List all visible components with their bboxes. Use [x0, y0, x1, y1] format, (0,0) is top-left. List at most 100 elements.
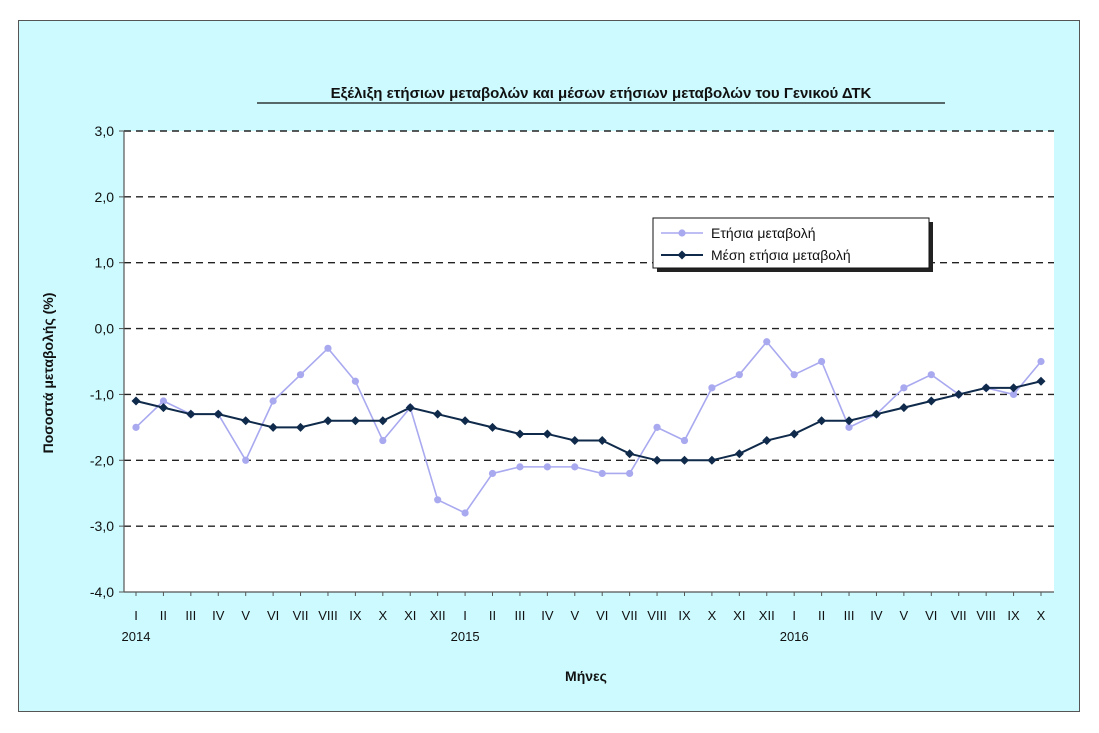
legend-items: Ετήσια μεταβολή Μέση ετήσια μεταβολή [661, 225, 851, 263]
series-1-point [818, 357, 826, 366]
series-1-point [790, 371, 798, 379]
series-1-point [132, 423, 140, 431]
year-label: 2015 [451, 629, 480, 644]
x-tick-label: VI [267, 608, 279, 623]
y-tick-label: -1,0 [90, 386, 114, 402]
series-2-point [460, 416, 470, 426]
series-2-point [213, 409, 223, 419]
x-tick-label: VII [951, 608, 967, 623]
series-1-point [653, 423, 661, 431]
series-1-point [900, 384, 908, 392]
series-2-point [734, 449, 744, 459]
x-tick-label: VII [622, 608, 638, 623]
x-tick-label: III [844, 608, 855, 623]
legend-box [652, 217, 930, 269]
series-1-point [571, 463, 579, 471]
legend-label-1: Ετήσια μεταβολή [711, 225, 815, 241]
series-2-point [597, 436, 607, 446]
series-1-point [927, 371, 935, 379]
line-chart: 3,02,01,00,0-1,0-2,0-3,0-4,0 I II III IV V VI… [40, 85, 1054, 684]
series-2-point [707, 455, 717, 465]
x-tick-label: I [463, 608, 467, 623]
x-tick-label: III [515, 608, 526, 623]
year-label: 2014 [122, 629, 151, 644]
legend-marker-2 [677, 250, 687, 260]
series-2-point [762, 436, 772, 446]
series-1-point [488, 469, 497, 478]
series-1-point [269, 397, 277, 405]
series-1-point [708, 384, 716, 392]
x-tick-label: XII [759, 608, 775, 623]
legend-label-2: Μέση ετήσια μεταβολή [711, 247, 851, 263]
series-1-point [296, 371, 305, 379]
series-2-point [954, 389, 964, 399]
series-2-point [350, 416, 360, 426]
x-tick-label: IX [1007, 608, 1020, 623]
series-1-point [1037, 357, 1045, 366]
series-layer [131, 338, 1046, 517]
series-2-point [241, 416, 251, 426]
x-tick-label: VI [596, 608, 608, 623]
x-tick-label: II [818, 608, 825, 623]
series-2-point [323, 416, 333, 426]
series-2-point [1036, 376, 1046, 386]
plot-area [124, 131, 1054, 592]
series-2-point [515, 429, 525, 439]
series-1-point [626, 469, 634, 478]
series-2-point [871, 409, 881, 419]
series-2-point [625, 449, 635, 459]
x-tick-label: VIII [647, 608, 667, 623]
series-2-point [131, 396, 141, 406]
series-2-point [1009, 383, 1019, 393]
series-2-point [405, 403, 415, 413]
y-axis-ticks: 3,0 2,0 1,0 0,0 -1,0 -2,0 -3,0 -4,0 [90, 123, 124, 600]
series-line-1 [135, 340, 1042, 514]
series-1-point [242, 456, 250, 464]
series-1-point [763, 338, 771, 346]
y-tick-label: -4,0 [90, 584, 114, 600]
x-tick-label: V [241, 608, 250, 623]
x-tick-label: IV [541, 608, 554, 623]
x-tick-label: IX [349, 608, 362, 623]
series-2-point [981, 383, 991, 393]
series-2-point [899, 403, 909, 413]
chart-frame: 3,0 2,0 1,0 0,0 -1,0 -2,0 -3,0 -4,0 I II III IV V VI… [18, 20, 1080, 712]
x-tick-label: VI [925, 608, 937, 623]
y-tick-label: -3,0 [90, 518, 114, 534]
x-tick-label: I [134, 608, 138, 623]
x-tick-label: III [185, 608, 196, 623]
x-tick-label: X [708, 608, 717, 623]
y-tick-label: 0,0 [95, 321, 115, 337]
series-2-point [570, 436, 580, 446]
series-1-point [680, 436, 689, 445]
series-2-point [926, 396, 936, 406]
y-tick-label: 3,0 [95, 123, 115, 139]
x-axis-ticks: I II III IV V VI VII VIII IX X XI XII I II III IV V VI VII… [122, 592, 1046, 644]
x-tick-label: IV [870, 608, 883, 623]
year-label: 2016 [780, 629, 809, 644]
series-1-point [324, 344, 332, 352]
x-tick-label: VII [293, 608, 309, 623]
series-1-point [1009, 390, 1018, 399]
series-2-point [378, 416, 388, 426]
x-tick-label: II [160, 608, 167, 623]
series-1-point [159, 397, 168, 405]
y-tick-label: 1,0 [95, 255, 115, 271]
series-2-point [186, 409, 196, 419]
series-1-point [845, 423, 853, 431]
series-1-point [351, 377, 359, 385]
y-axis-title: Ποσοστά μεταβολής (%) [40, 293, 56, 454]
series-1-point [735, 371, 743, 379]
chart-title: Εξέλιξη ετήσιων μεταβολών και μέσων ετήσ… [331, 85, 872, 102]
x-tick-label: X [378, 608, 387, 623]
legend-marker-1 [678, 229, 686, 237]
series-1-point [379, 436, 387, 445]
y-tick-label: -2,0 [90, 452, 114, 468]
x-tick-label: IX [678, 608, 691, 623]
x-tick-label: XI [733, 608, 745, 623]
x-tick-label: VIII [318, 608, 338, 623]
series-1-point [461, 509, 469, 517]
x-tick-label: X [1037, 608, 1046, 623]
series-2-point [844, 416, 854, 426]
series-2-point [268, 422, 278, 432]
